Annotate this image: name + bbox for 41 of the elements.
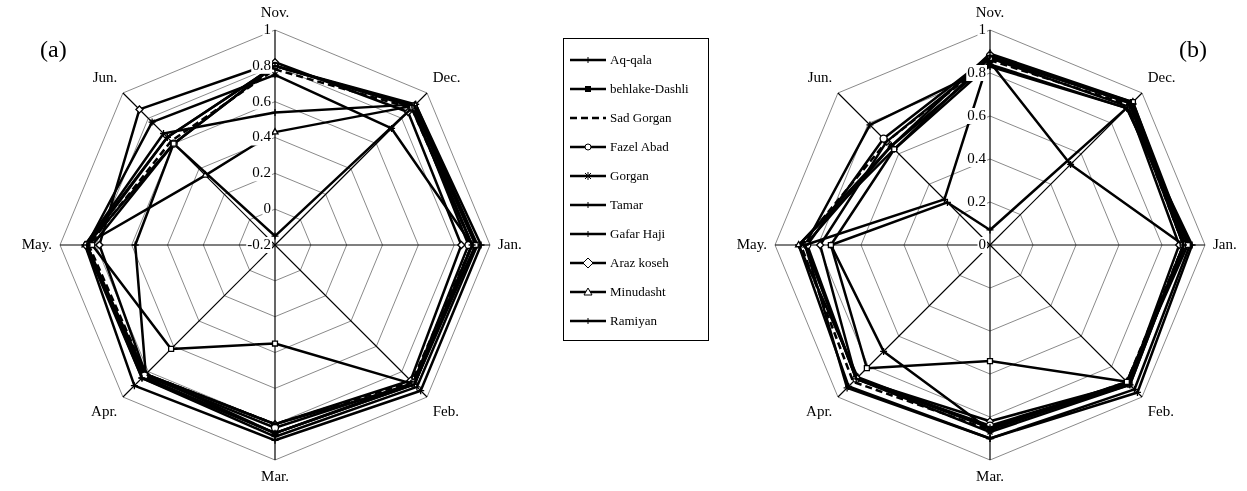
y-tick-label: 0.4	[967, 149, 987, 166]
legend-label: Sad Gorgan	[610, 109, 672, 126]
y-tick-label: 0.8	[967, 63, 986, 80]
y-tick-label: 1	[978, 20, 986, 37]
legend-label: Gorgan	[610, 167, 649, 184]
legend-label: Aq-qala	[610, 51, 652, 68]
legend-label: Fazel Abad	[610, 138, 669, 155]
y-tick-label: 0.4	[252, 128, 272, 145]
spoke-label: Jun.	[92, 69, 118, 86]
text: (b)	[1179, 36, 1207, 63]
spoke-label: Mar.	[261, 467, 289, 484]
y-tick-label: 0.8	[252, 56, 271, 73]
spoke-label: Nov.	[975, 3, 1005, 20]
spoke-label: May.	[21, 235, 52, 252]
legend-label: Minudasht	[610, 283, 666, 300]
spoke-label: Nov.	[260, 3, 290, 20]
y-tick-label: 1	[263, 20, 271, 37]
spoke-label: Feb.	[432, 402, 459, 419]
legend-label: Ramiyan	[610, 312, 657, 329]
legend-label: Tamar	[610, 196, 644, 213]
spoke-label: Apr.	[806, 402, 833, 419]
y-tick-label: 0.6	[967, 106, 987, 123]
spoke-label: Jan.	[1213, 235, 1237, 252]
legend-label: behlake-Dashli	[610, 80, 689, 97]
legend-label: Araz koseh	[610, 254, 669, 271]
y-tick-label: 0	[263, 200, 271, 217]
spoke-label: Feb.	[1147, 402, 1174, 419]
y-tick-label: 0.2	[967, 192, 986, 209]
spoke-label: Apr.	[91, 402, 118, 419]
spoke-label: Mar.	[976, 467, 1004, 484]
spoke-label: Dec.	[432, 69, 461, 86]
y-tick-label: 0	[978, 235, 986, 252]
y-tick-label: 0.6	[252, 92, 272, 109]
spoke-label: Dec.	[1147, 69, 1176, 86]
text: (a)	[40, 36, 67, 63]
y-tick-label: 0.2	[252, 164, 271, 181]
spoke-label: Jan.	[498, 235, 522, 252]
legend-label: Gafar Haji	[610, 225, 666, 242]
y-tick-label: -0.2	[247, 235, 271, 252]
spoke-label: Jun.	[807, 69, 833, 86]
spoke-label: May.	[736, 235, 767, 252]
